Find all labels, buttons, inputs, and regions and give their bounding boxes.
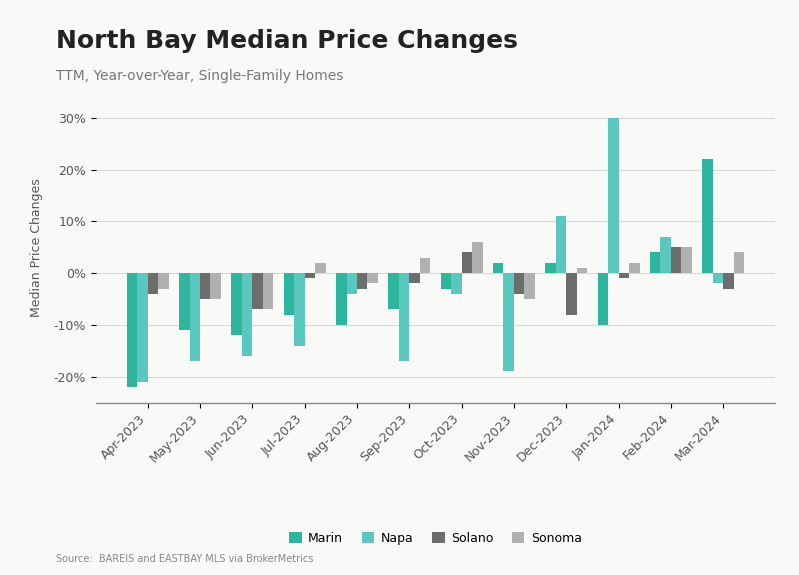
Bar <box>451 273 462 294</box>
Bar <box>472 242 483 273</box>
Bar <box>232 273 242 335</box>
Bar <box>577 268 587 273</box>
Bar <box>347 273 357 294</box>
Bar <box>671 247 682 273</box>
Text: TTM, Year-over-Year, Single-Family Homes: TTM, Year-over-Year, Single-Family Homes <box>56 69 344 83</box>
Bar <box>493 263 503 273</box>
Bar <box>200 273 210 299</box>
Legend: Marin, Napa, Solano, Sonoma: Marin, Napa, Solano, Sonoma <box>284 527 586 550</box>
Bar <box>158 273 169 289</box>
Bar <box>723 273 733 289</box>
Bar <box>179 273 189 330</box>
Bar <box>148 273 158 294</box>
Bar <box>462 252 472 273</box>
Bar <box>127 273 137 387</box>
Bar <box>566 273 577 315</box>
Bar <box>399 273 409 361</box>
Bar <box>598 273 608 325</box>
Bar <box>514 273 524 294</box>
Bar <box>189 273 200 361</box>
Bar <box>263 273 273 309</box>
Bar <box>713 273 723 283</box>
Bar <box>294 273 304 346</box>
Bar <box>546 263 556 273</box>
Bar <box>357 273 368 289</box>
Bar <box>336 273 347 325</box>
Bar <box>682 247 692 273</box>
Bar <box>618 273 629 278</box>
Bar <box>242 273 252 356</box>
Bar <box>368 273 378 283</box>
Bar <box>650 252 661 273</box>
Text: Source:  BAREIS and EASTBAY MLS via BrokerMetrics: Source: BAREIS and EASTBAY MLS via Broke… <box>56 554 313 564</box>
Bar <box>503 273 514 371</box>
Bar <box>441 273 451 289</box>
Bar <box>304 273 315 278</box>
Bar <box>210 273 221 299</box>
Bar <box>252 273 263 309</box>
Bar <box>419 258 430 273</box>
Bar <box>702 159 713 273</box>
Bar <box>556 216 566 273</box>
Bar <box>524 273 535 299</box>
Bar <box>388 273 399 309</box>
Text: North Bay Median Price Changes: North Bay Median Price Changes <box>56 29 518 53</box>
Bar <box>629 263 639 273</box>
Bar <box>315 263 325 273</box>
Bar <box>661 237 671 273</box>
Bar <box>733 252 744 273</box>
Bar <box>137 273 148 382</box>
Bar <box>284 273 294 315</box>
Bar <box>409 273 419 283</box>
Bar <box>608 118 618 273</box>
Y-axis label: Median Price Changes: Median Price Changes <box>30 178 42 317</box>
